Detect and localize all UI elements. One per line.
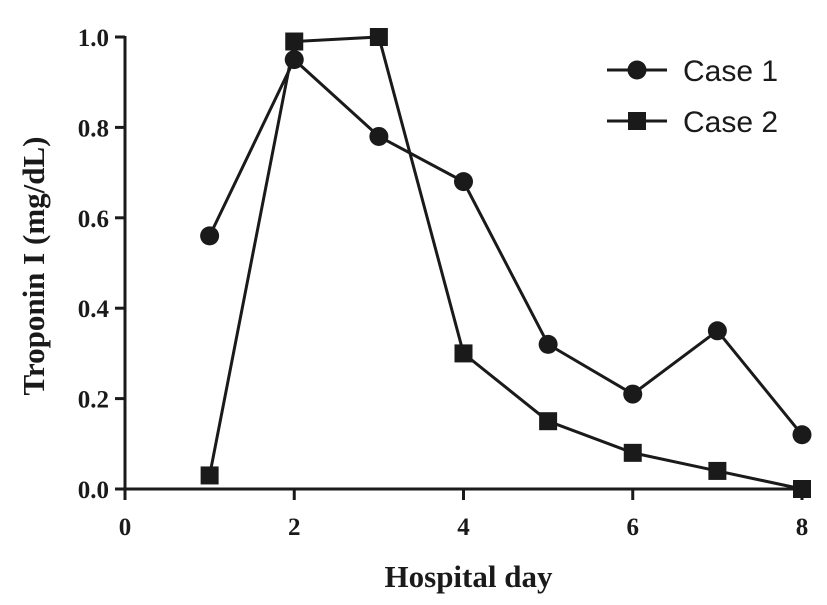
x-tick-label: 6 <box>627 514 640 541</box>
x-tick-label: 2 <box>288 514 301 541</box>
data-point-square <box>454 344 473 363</box>
data-point-square <box>285 32 304 51</box>
data-point-circle <box>454 172 473 192</box>
y-tick-label: 0.4 <box>78 296 110 323</box>
series-line <box>208 57 804 436</box>
data-point-circle <box>538 334 558 354</box>
data-point-circle <box>707 321 727 341</box>
y-tick-label: 0.8 <box>78 115 109 142</box>
data-point-square <box>539 412 558 431</box>
data-point-circle <box>623 384 643 404</box>
legend-square-marker-icon <box>628 112 646 130</box>
x-axis-ticks: 0 2 4 6 8 <box>119 489 809 541</box>
x-tick-label: 0 <box>119 514 132 541</box>
legend-item-case-2: Case 2 <box>607 106 778 139</box>
data-point-square <box>708 461 727 480</box>
legend-circle-marker-icon <box>627 60 647 80</box>
y-axis-title: Troponin I (mg/dL) <box>16 137 51 396</box>
axes: 0.0 0.2 0.4 0.6 0.8 1.0 0 2 4 6 8 <box>78 25 809 541</box>
x-axis-title: Hospital day <box>385 559 553 594</box>
y-tick-label: 0.6 <box>78 206 109 233</box>
plot-area <box>200 28 812 498</box>
legend-item-case-1: Case 1 <box>607 55 778 88</box>
legend: Case 1 Case 2 <box>607 55 778 139</box>
series-case-1 <box>200 50 812 445</box>
data-point-circle <box>284 50 304 70</box>
x-tick-label: 4 <box>457 514 470 541</box>
data-point-square <box>369 28 388 46</box>
y-tick-label: 0.0 <box>78 477 109 504</box>
data-point-square <box>200 466 219 485</box>
legend-label-case-1: Case 1 <box>683 55 778 88</box>
data-point-circle <box>369 126 389 146</box>
data-point-square <box>623 443 642 462</box>
legend-label-case-2: Case 2 <box>683 106 778 139</box>
y-tick-label: 1.0 <box>78 25 109 52</box>
series-case-2 <box>200 28 811 498</box>
y-tick-label: 0.2 <box>78 387 109 414</box>
data-point-circle <box>200 226 220 246</box>
series-line <box>208 35 803 491</box>
data-point-circle <box>792 425 812 445</box>
x-tick-label: 8 <box>796 514 809 541</box>
y-axis-ticks: 0.0 0.2 0.4 0.6 0.8 1.0 <box>78 25 125 504</box>
